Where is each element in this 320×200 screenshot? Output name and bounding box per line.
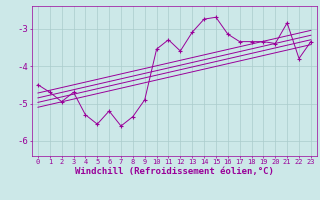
X-axis label: Windchill (Refroidissement éolien,°C): Windchill (Refroidissement éolien,°C) [75, 167, 274, 176]
